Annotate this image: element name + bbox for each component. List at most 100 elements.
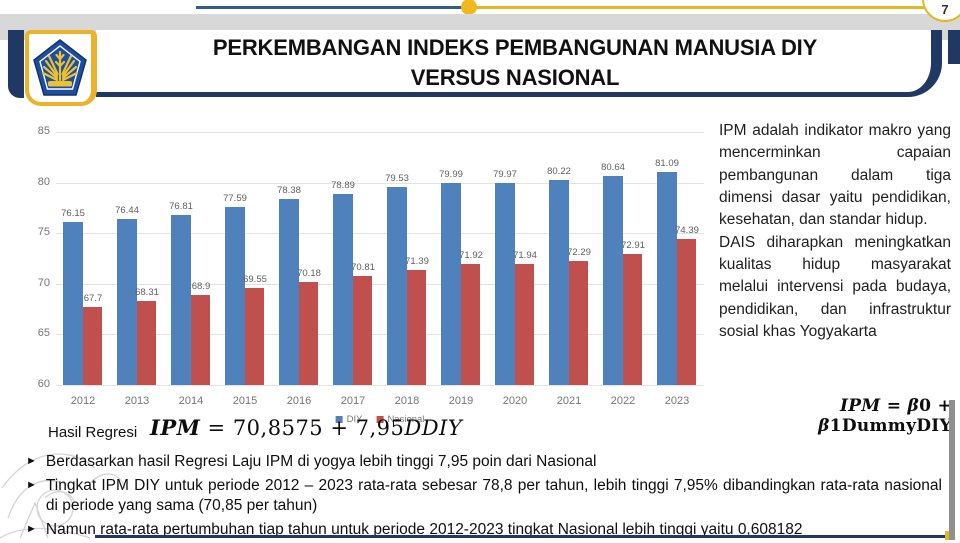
top-rule-blue bbox=[196, 6, 464, 9]
bar-group-2012: 76.15 67.7 2012 bbox=[56, 132, 110, 407]
regression-formula-var: DDIY bbox=[404, 416, 463, 440]
regression-formula: IPM = 70,8575 + 7,95DDIY bbox=[150, 415, 462, 440]
legend-label-diy: DIY bbox=[346, 414, 363, 425]
bar-diy-2016 bbox=[279, 199, 299, 385]
bar-label-nasional-2016: 70.18 bbox=[297, 267, 321, 279]
legend-swatch-nasional-icon bbox=[376, 416, 384, 423]
y-axis-tick-label: 85 bbox=[37, 125, 50, 137]
x-axis-label-2019: 2019 bbox=[448, 395, 474, 407]
chart-legend: DIY Nasional bbox=[335, 414, 425, 425]
bar-diy-2018 bbox=[387, 187, 407, 385]
y-axis-tick-label: 65 bbox=[37, 327, 50, 340]
bar-label-nasional-2015: 69.55 bbox=[243, 274, 267, 286]
bar-diy-2020 bbox=[495, 182, 515, 385]
bar-nasional-2014 bbox=[191, 294, 210, 385]
bar-label-diy-2014: 76.81 bbox=[169, 200, 193, 212]
right-edge-shadow bbox=[949, 400, 955, 540]
y-axis-tick-label: 70 bbox=[37, 276, 50, 289]
legend-swatch-diy-icon bbox=[335, 416, 343, 423]
conclusion-bullets: ► Berdasarkan hasil Regresi Laju IPM di … bbox=[26, 452, 942, 543]
page-title-line2: VERSUS NASIONAL bbox=[410, 65, 620, 90]
bar-diy-2013 bbox=[117, 218, 137, 385]
bar-nasional-2015 bbox=[245, 288, 264, 385]
bar-group-2014: 76.81 68.9 2014 bbox=[164, 132, 218, 407]
bar-label-diy-2020: 79.97 bbox=[493, 168, 517, 180]
gridline bbox=[56, 233, 704, 235]
page-number: 7 bbox=[941, 2, 949, 17]
page-title: PERKEMBANGAN INDEKS PEMBANGUNAN MANUSIA … bbox=[110, 33, 920, 93]
bar-group-2015: 77.59 69.55 2015 bbox=[218, 132, 272, 407]
x-axis-label-2021: 2021 bbox=[556, 395, 582, 407]
bar-group-2022: 80.64 72.91 2022 bbox=[596, 132, 650, 407]
bullet-arrow-icon: ► bbox=[26, 478, 37, 491]
bar-label-nasional-2017: 70.81 bbox=[351, 261, 375, 273]
bar-label-diy-2023: 81.09 bbox=[655, 157, 679, 169]
page-title-line1: PERKEMBANGAN INDEKS PEMBANGUNAN MANUSIA … bbox=[212, 35, 818, 60]
bar-label-nasional-2020: 71.94 bbox=[513, 250, 537, 262]
bar-label-diy-2017: 78.89 bbox=[331, 179, 355, 191]
bullet-text: Namun rata-rata pertumbuhan tiap tahun u… bbox=[45, 520, 803, 538]
bar-group-2021: 80.22 72.29 2021 bbox=[542, 132, 596, 407]
gridline bbox=[56, 385, 704, 386]
gridline bbox=[56, 334, 704, 336]
bar-nasional-2012 bbox=[83, 307, 102, 385]
bar-nasional-2020 bbox=[515, 264, 534, 385]
y-axis-tick-label: 80 bbox=[37, 175, 50, 188]
y-axis-tick-label: 60 bbox=[37, 378, 50, 390]
model-formula: IPM = β0 + β1DummyDIY bbox=[714, 396, 952, 436]
formula-beta0: β bbox=[907, 396, 920, 416]
bullet-item: ► Namun rata-rata pertumbuhan tiap tahun… bbox=[26, 520, 942, 541]
legend-item-diy: DIY bbox=[335, 414, 363, 425]
bar-label-nasional-2013: 68.31 bbox=[135, 286, 159, 298]
x-axis-label-2023: 2023 bbox=[664, 395, 690, 407]
bar-label-diy-2015: 77.59 bbox=[223, 193, 247, 204]
formula-one: 1 bbox=[829, 416, 842, 436]
formula-dummy: DummyDIY bbox=[841, 416, 952, 436]
formula-ipm: IPM bbox=[840, 396, 881, 416]
header-edge-tab bbox=[948, 30, 960, 64]
bar-diy-2019 bbox=[441, 182, 461, 385]
bar-nasional-2017 bbox=[353, 275, 372, 385]
formula-beta1: β bbox=[818, 416, 830, 436]
formula-equals: = bbox=[880, 396, 908, 416]
top-strip bbox=[0, 0, 960, 15]
bar-nasional-2013 bbox=[137, 300, 156, 385]
gridline bbox=[56, 132, 704, 133]
title-box bbox=[96, 30, 942, 97]
bullet-item: ► Tingkat IPM DIY untuk periode 2012 – 2… bbox=[26, 476, 942, 517]
bar-label-nasional-2022: 72.91 bbox=[621, 240, 645, 252]
side-panel-paragraph-1: IPM adalah indikator makro yang mencermi… bbox=[719, 122, 951, 229]
gridline bbox=[56, 182, 704, 184]
legend-label-nasional: Nasional bbox=[387, 414, 425, 425]
chart-plot: 76.15 67.7 2012 76.44 68.31 2013 76.81 68.9 2014… bbox=[56, 132, 704, 407]
bar-diy-2023 bbox=[657, 171, 677, 385]
bar-group-2018: 79.53 71.39 2018 bbox=[380, 132, 434, 407]
bar-label-diy-2018: 79.53 bbox=[385, 173, 409, 185]
bar-diy-2021 bbox=[549, 180, 569, 385]
bar-group-2017: 78.89 70.81 2017 bbox=[326, 132, 380, 407]
bar-label-nasional-2012: 67.7 bbox=[83, 293, 103, 305]
x-axis-label-2022: 2022 bbox=[610, 395, 636, 407]
bar-label-nasional-2019: 71.92 bbox=[459, 250, 483, 262]
bar-label-diy-2012: 76.15 bbox=[61, 207, 85, 219]
bar-group-2019: 79.99 71.92 2019 bbox=[434, 132, 488, 407]
gridline bbox=[56, 283, 704, 285]
bar-diy-2022 bbox=[603, 176, 623, 385]
bullet-item: ► Berdasarkan hasil Regresi Laju IPM di … bbox=[26, 452, 942, 473]
bar-nasional-2018 bbox=[407, 269, 426, 385]
formula-plus: 0 + bbox=[919, 396, 952, 416]
x-axis-label-2018: 2018 bbox=[394, 395, 420, 407]
x-axis-label-2012: 2012 bbox=[70, 395, 96, 407]
bar-diy-2017 bbox=[333, 193, 353, 385]
bar-group-2023: 81.09 74.39 2023 bbox=[650, 132, 704, 407]
bar-diy-2014 bbox=[171, 214, 191, 385]
bottom-divider-line bbox=[95, 535, 945, 538]
bar-diy-2015 bbox=[225, 207, 245, 385]
bar-label-diy-2016: 78.38 bbox=[277, 185, 301, 196]
bar-label-diy-2021: 80.22 bbox=[547, 166, 571, 178]
logo-frame bbox=[25, 30, 97, 106]
bullet-text: Tingkat IPM DIY untuk periode 2012 – 202… bbox=[45, 476, 942, 515]
regression-label: Hasil Regresi bbox=[48, 424, 138, 441]
top-rule-gold bbox=[470, 6, 925, 9]
